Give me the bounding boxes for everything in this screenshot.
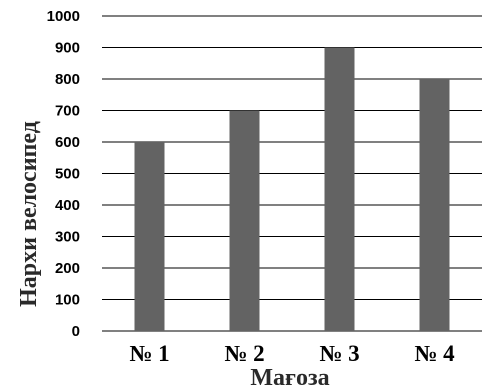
x-tick-label: № 3: [319, 341, 359, 366]
y-tick-label: 1000: [47, 8, 80, 25]
gridlines: [102, 15, 482, 332]
y-tick-label: 500: [55, 166, 80, 183]
y-axis-label: Нархи велосипед: [16, 121, 42, 307]
bars: [134, 47, 450, 331]
bar: [134, 142, 165, 331]
y-tick-label: 600: [55, 134, 80, 151]
y-tick-label: 800: [55, 71, 80, 88]
bar: [324, 47, 355, 331]
x-tick-labels: № 1 № 2 № 3 № 4: [129, 341, 455, 366]
x-tick-label: № 2: [224, 341, 264, 366]
y-tick-label: 700: [55, 103, 80, 120]
y-tick-labels: 0 100 200 300 400 500 600 700 800 900 1000: [47, 8, 80, 340]
bar: [229, 110, 260, 331]
y-tick-label: 200: [55, 260, 80, 277]
x-axis-label: Мағоза: [250, 365, 329, 390]
y-tick-label: 100: [55, 292, 80, 309]
x-tick-label: № 1: [129, 341, 169, 366]
y-tick-label: 400: [55, 197, 80, 214]
y-tick-label: 0: [72, 323, 80, 340]
x-tick-label: № 4: [414, 341, 455, 366]
y-tick-label: 300: [55, 229, 80, 246]
y-tick-label: 900: [55, 40, 80, 57]
bar: [419, 79, 450, 331]
